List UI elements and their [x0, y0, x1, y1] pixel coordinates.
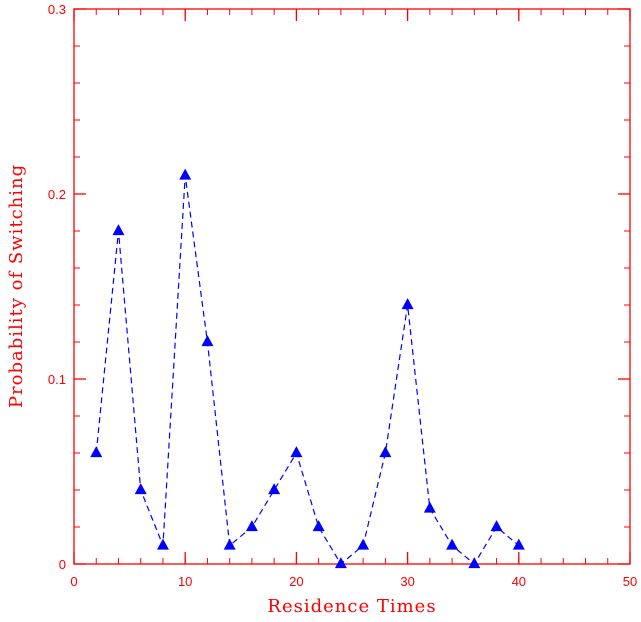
data-point-marker — [357, 538, 370, 550]
data-point-marker — [490, 520, 503, 532]
y-tick-label: 0.2 — [48, 187, 66, 202]
data-point-marker — [334, 557, 347, 569]
data-point-marker — [223, 538, 236, 550]
data-point-marker — [112, 224, 125, 236]
x-tick-label: 10 — [178, 574, 192, 589]
data-point-marker — [245, 520, 258, 532]
x-axis-ticks: 0 10 20 30 40 50 — [70, 9, 637, 589]
data-point-marker — [512, 538, 525, 550]
data-point-marker — [290, 446, 303, 458]
data-point-marker — [134, 483, 147, 495]
y-tick-label: 0.3 — [48, 2, 66, 17]
data-point-marker — [156, 538, 169, 550]
data-point-marker — [90, 446, 103, 458]
plot-frame — [73, 8, 631, 565]
data-point-marker — [468, 557, 481, 569]
series-layer — [90, 168, 525, 569]
y-axis-title: Probability of Switching — [6, 164, 27, 408]
x-tick-label: 40 — [512, 574, 526, 589]
data-point-marker — [179, 168, 192, 180]
x-tick-label: 50 — [623, 574, 637, 589]
data-point-marker — [401, 298, 414, 310]
data-point-marker — [268, 483, 281, 495]
data-point-marker — [423, 501, 436, 513]
data-point-marker — [446, 538, 459, 550]
data-point-marker — [379, 446, 392, 458]
x-tick-label: 30 — [400, 574, 414, 589]
series-line — [95, 175, 520, 565]
data-point-marker — [312, 520, 325, 532]
y-tick-label: 0.1 — [48, 372, 66, 387]
y-tick-label: 0 — [59, 557, 66, 572]
x-tick-label: 0 — [70, 574, 77, 589]
x-tick-label: 20 — [289, 574, 303, 589]
data-point-marker — [201, 335, 214, 347]
x-axis-title: Residence Times — [267, 596, 436, 617]
y-axis-ticks: 0 0.1 0.2 0.3 — [48, 2, 630, 572]
